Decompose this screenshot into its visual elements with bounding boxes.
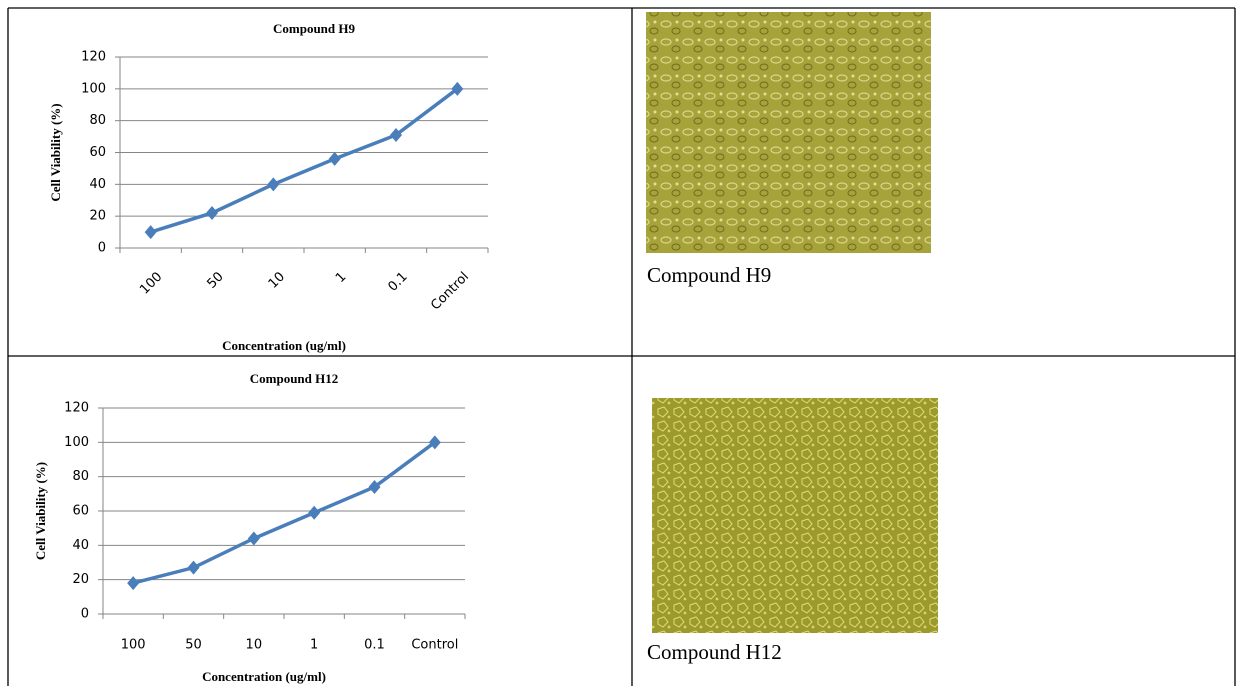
x-tick-label: Control [428,269,472,313]
y-tick-label: 0 [98,241,106,256]
marker [247,531,260,546]
x-tick-label: 10 [266,269,288,291]
y-tick-label: 100 [64,435,89,450]
x-tick-label: 1 [333,269,349,285]
marker [206,205,218,220]
y-tick-label: 40 [89,177,106,192]
marker [187,560,200,575]
marker [368,479,381,494]
x-tick-label: 0.1 [385,269,410,294]
caption: Compound H9 [647,263,771,287]
x-tick-label: 0.1 [364,638,385,653]
x-axis-label: Concentration (ug/ml) [202,669,326,684]
marker [428,435,441,450]
marker [390,127,402,142]
caption: Compound H12 [647,640,782,664]
y-tick-label: 120 [81,50,106,65]
micrograph [652,398,938,633]
x-tick-label: 50 [204,269,226,291]
marker [144,225,157,240]
x-axis-label: Concentration (ug/ml) [222,338,346,353]
x-tick-label: 100 [121,638,146,653]
y-tick-label: 80 [89,113,106,128]
data-line [132,440,436,585]
y-axis-label: Cell Viability (%) [33,462,48,560]
x-tick-label: 100 [137,269,165,297]
y-tick-label: 60 [89,145,106,160]
y-axis-label: Cell Viability (%) [48,103,63,201]
y-tick-label: 20 [72,572,89,587]
marker [308,505,321,520]
marker [127,576,140,591]
y-tick-label: 60 [72,504,89,519]
marker [328,151,341,166]
y-tick-label: 40 [72,538,89,553]
y-tick-label: 80 [72,469,89,484]
x-tick-label: 1 [310,638,318,653]
x-tick-label: Control [411,638,458,653]
marker [451,81,464,96]
x-tick-label: 10 [246,638,263,653]
data-line [150,87,459,234]
marker [267,177,280,192]
y-tick-label: 100 [81,81,106,96]
table-borders [7,7,1236,686]
y-tick-label: 120 [64,401,89,416]
chart-title: Compound H9 [273,21,355,36]
chart-title: Compound H12 [250,371,339,386]
y-tick-label: 20 [89,209,106,224]
micrograph [646,12,931,253]
y-tick-label: 0 [81,607,89,622]
x-tick-label: 50 [185,638,202,653]
